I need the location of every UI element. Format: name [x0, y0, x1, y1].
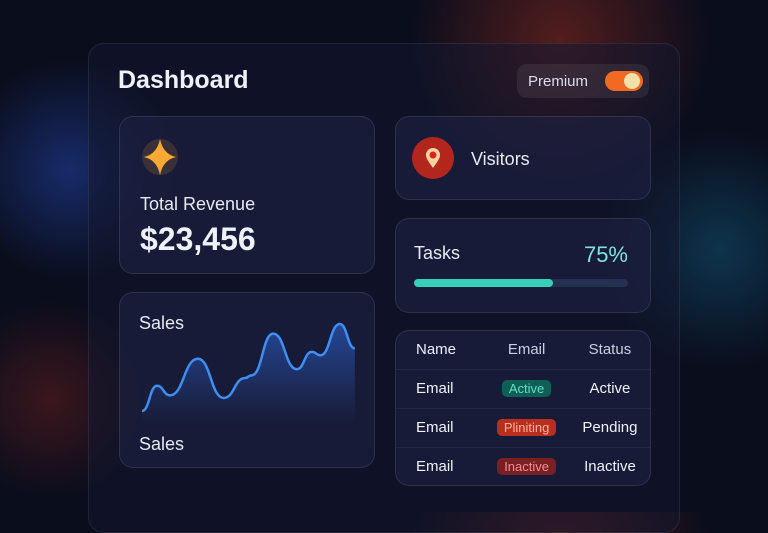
premium-toggle[interactable]: Premium [517, 64, 649, 98]
visitors-card[interactable]: Visitors [395, 116, 651, 200]
tasks-progress-bar [414, 279, 628, 287]
location-pin-icon [412, 137, 454, 179]
tasks-percent: 75% [583, 242, 628, 267]
revenue-value: $23,456 [140, 221, 256, 257]
users-table: Name Email Status Email Active Active Ema… [396, 331, 650, 486]
tasks-card: Tasks 75% [395, 218, 651, 313]
sales-sparkline [141, 322, 356, 423]
toggle-switch[interactable] [605, 71, 643, 91]
row-status: Pending [569, 408, 650, 448]
toggle-knob [624, 73, 640, 89]
users-table-card: Name Email Status Email Active Active Ema… [395, 330, 651, 486]
status-badge: Inactive [497, 458, 556, 476]
status-badge: Active [501, 380, 552, 397]
column-header-email: Email [483, 331, 570, 370]
column-header-status: Status [569, 331, 650, 370]
sales-title: Sales [139, 313, 185, 333]
row-status: Inactive [584, 458, 636, 476]
tasks-label: Tasks [414, 243, 461, 263]
row-name: Email [396, 369, 484, 409]
revenue-card: Total Revenue $23,456 [119, 116, 375, 274]
table-row[interactable]: Email Inactive Inactive [396, 447, 650, 486]
visitors-label: Visitors [471, 149, 530, 169]
page-title: Dashboard [118, 66, 249, 94]
column-header-name: Name [396, 331, 484, 370]
row-status: Active [569, 369, 650, 409]
sparkline-area [142, 324, 355, 423]
sales-card: Sales Sales [119, 292, 375, 468]
row-name: Email [396, 408, 484, 448]
table-row[interactable]: Email Pliniting Pending [396, 408, 650, 448]
sparkline-line [141, 322, 356, 413]
row-name: Email [416, 458, 454, 476]
sparkle-icon [142, 139, 178, 175]
premium-label: Premium [528, 72, 589, 90]
revenue-label: Total Revenue [140, 194, 256, 214]
status-badge: Pliniting [496, 419, 557, 436]
table-row[interactable]: Email Active Active [396, 369, 650, 409]
sales-footer: Sales [139, 434, 185, 454]
tasks-progress-fill [414, 279, 554, 287]
